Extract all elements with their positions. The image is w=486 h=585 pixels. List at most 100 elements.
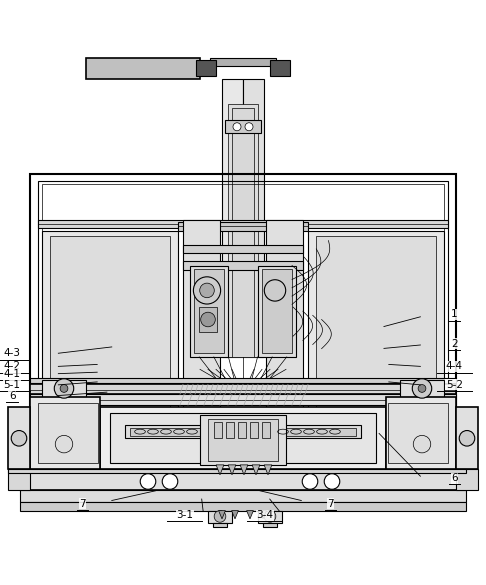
Polygon shape [246, 511, 253, 519]
Text: 3-4: 3-4 [257, 510, 273, 520]
Bar [42, 184, 444, 460]
Bar [271, 425, 361, 438]
Circle shape [55, 435, 73, 453]
Text: 7: 7 [79, 499, 86, 509]
Bar [222, 78, 243, 357]
Text: 1: 1 [451, 309, 458, 319]
Bar [386, 397, 456, 469]
Bar [38, 220, 448, 228]
Bar [200, 415, 286, 465]
Text: 5-1: 5-1 [4, 380, 20, 390]
Bar [110, 414, 376, 463]
Circle shape [264, 511, 276, 522]
Bar [20, 490, 466, 503]
Bar [8, 407, 30, 469]
Bar [208, 419, 278, 461]
Text: 2: 2 [451, 339, 458, 349]
Bar [228, 104, 258, 357]
Circle shape [413, 435, 431, 453]
Bar [270, 60, 290, 76]
Bar [250, 422, 258, 438]
Circle shape [245, 123, 253, 131]
Bar [232, 108, 254, 357]
Circle shape [418, 384, 426, 393]
Bar [308, 230, 444, 456]
Bar [30, 174, 456, 469]
Bar [42, 230, 178, 456]
Polygon shape [219, 511, 226, 519]
Circle shape [193, 277, 221, 304]
Bar [456, 469, 478, 490]
Bar [100, 407, 386, 469]
Bar [30, 378, 456, 384]
Bar [125, 425, 215, 438]
Polygon shape [240, 465, 248, 475]
Circle shape [324, 474, 340, 489]
Bar [225, 120, 261, 133]
Bar [400, 380, 444, 397]
Bar [38, 402, 98, 463]
Bar [194, 269, 224, 353]
Circle shape [54, 378, 74, 398]
Bar [183, 220, 220, 456]
Text: 4-4: 4-4 [446, 362, 463, 371]
Bar [214, 422, 222, 438]
Bar [213, 523, 227, 527]
Polygon shape [264, 465, 272, 475]
Text: 7: 7 [327, 499, 334, 509]
Text: 6: 6 [451, 473, 458, 483]
Circle shape [412, 378, 432, 398]
Polygon shape [228, 465, 236, 475]
Bar [258, 266, 296, 357]
Bar [8, 469, 30, 490]
Circle shape [233, 123, 241, 131]
Bar [86, 58, 200, 78]
Bar [130, 428, 210, 436]
Bar [30, 384, 456, 394]
Polygon shape [232, 511, 239, 519]
Circle shape [11, 431, 27, 446]
Circle shape [264, 280, 286, 301]
Bar [42, 380, 86, 397]
Bar [388, 402, 448, 463]
Circle shape [200, 283, 214, 298]
Bar [30, 394, 456, 405]
Bar [210, 58, 276, 66]
Circle shape [162, 474, 178, 489]
Bar [262, 422, 270, 438]
Polygon shape [260, 511, 266, 519]
Circle shape [140, 474, 156, 489]
Text: 4-3: 4-3 [4, 348, 20, 358]
Bar [263, 523, 277, 527]
Bar [50, 236, 170, 450]
Bar [38, 181, 448, 463]
Bar [183, 245, 303, 253]
Bar [8, 469, 466, 473]
Bar [262, 269, 292, 353]
Bar [20, 473, 466, 490]
Bar [20, 503, 466, 511]
Circle shape [459, 431, 475, 446]
Bar [183, 261, 303, 270]
Text: 4-1: 4-1 [4, 369, 20, 378]
Bar [258, 511, 282, 523]
Bar [199, 307, 217, 332]
Bar [276, 428, 356, 436]
Bar [243, 78, 264, 357]
Circle shape [214, 511, 226, 522]
Bar [196, 60, 216, 76]
Text: 4-2: 4-2 [4, 362, 20, 371]
Bar [30, 397, 100, 469]
Text: 3-1: 3-1 [176, 510, 193, 520]
Text: 5-2: 5-2 [446, 380, 463, 390]
Bar [178, 222, 308, 230]
Bar [208, 511, 232, 523]
Bar [266, 220, 303, 456]
Circle shape [201, 312, 215, 327]
Circle shape [302, 474, 318, 489]
Polygon shape [252, 465, 260, 475]
Bar [316, 236, 436, 450]
Bar [238, 422, 246, 438]
Text: 6: 6 [9, 391, 16, 401]
Bar [226, 422, 234, 438]
